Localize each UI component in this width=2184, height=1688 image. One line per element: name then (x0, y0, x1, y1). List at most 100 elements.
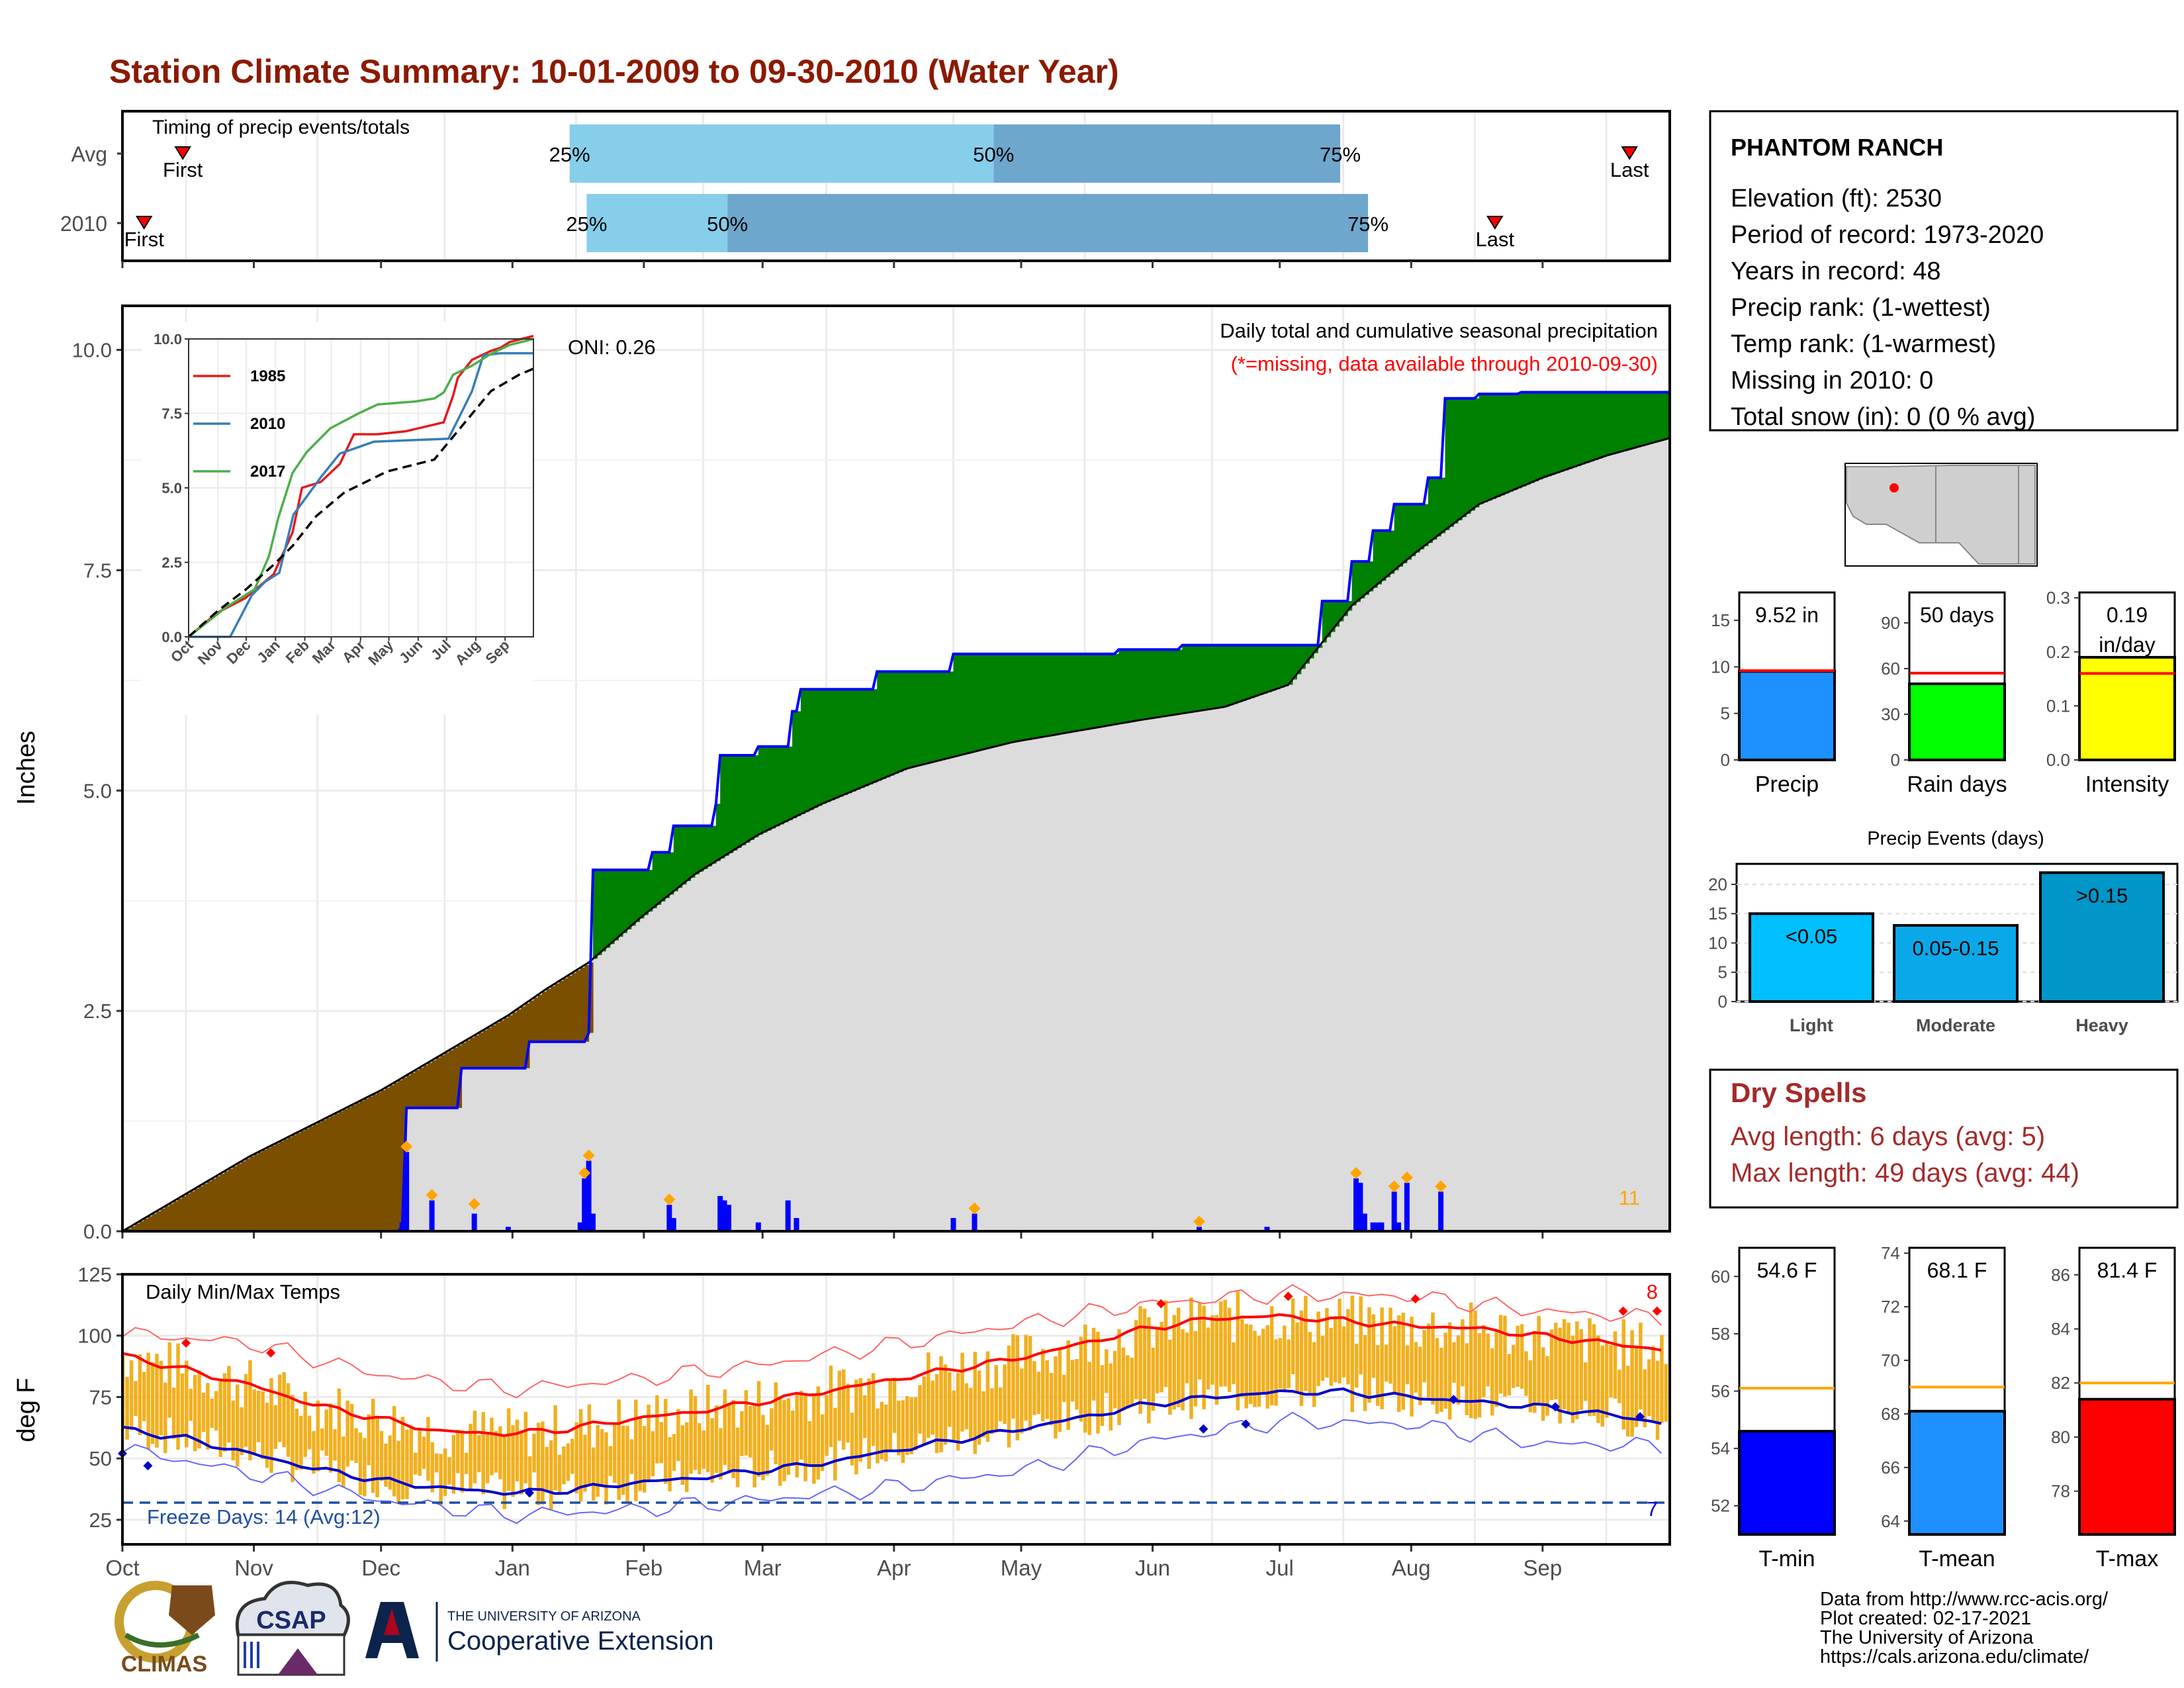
dry-spells-box: Dry Spells Avg length: 6 days (avg: 5) M… (1709, 1068, 2179, 1209)
daily-precip-bar (717, 1196, 723, 1231)
daily-temp-range-bar (125, 1377, 129, 1440)
daily-temp-range-bar (905, 1396, 909, 1455)
daily-temp-range-bar (1325, 1308, 1329, 1378)
temp-content (118, 1284, 1670, 1524)
daily-temp-range-bar (206, 1383, 210, 1450)
daily-temp-range-bar (604, 1432, 608, 1505)
daily-temp-range-bar (1062, 1374, 1066, 1402)
timing-p50-label: 50% (707, 212, 748, 236)
daily-temp-range-bar (1388, 1307, 1392, 1384)
timing-first-label: First (163, 158, 203, 181)
daily-temp-range-bar (159, 1360, 163, 1436)
timing-bar-50-75 (727, 194, 1369, 252)
precip-corner-count: 11 (1619, 1186, 1640, 1209)
daily-temp-range-bar (210, 1398, 214, 1429)
daily-temp-range-bar (1456, 1335, 1461, 1405)
daily-temp-range-bar (731, 1399, 735, 1479)
daily-temp-range-bar (841, 1369, 846, 1450)
summary-y-tick-label: 68 (1881, 1404, 1900, 1424)
summary-value-label: 50 days (1920, 603, 1994, 627)
events-bar (2039, 871, 2165, 1004)
daily-temp-range-bar (282, 1372, 286, 1448)
daily-temp-range-bar (1070, 1360, 1075, 1402)
daily-temp-range-bar (418, 1429, 422, 1476)
daily-temp-range-bar (1621, 1319, 1626, 1430)
daily-temp-range-bar (1232, 1342, 1236, 1385)
daily-temp-range-bar (871, 1373, 876, 1446)
month-label: Nov (234, 1556, 273, 1580)
daily-temp-range-bar (990, 1388, 994, 1434)
daily-temp-range-bar (719, 1428, 723, 1479)
daily-temp-range-bar (1155, 1327, 1160, 1393)
daily-temp-range-bar (1269, 1306, 1274, 1406)
daily-temp-range-bar (1121, 1347, 1126, 1411)
daily-temp-range-bar (689, 1389, 693, 1474)
summary-value-label: 81.4 F (2097, 1258, 2158, 1282)
daily-temp-range-bar (1588, 1318, 1592, 1417)
daily-temp-range-bar (515, 1419, 520, 1481)
summary-value-bar (1908, 1409, 2006, 1536)
daily-temp-range-bar (791, 1410, 795, 1466)
daily-temp-range-bar (1185, 1333, 1189, 1383)
summary-y-tick-label: 10 (1711, 657, 1730, 677)
daily-temp-range-bar (952, 1390, 956, 1441)
daily-temp-range-bar (464, 1452, 469, 1474)
daily-temp-range-bar (1151, 1347, 1156, 1411)
summary-y-tick-label: 0 (1891, 750, 1900, 770)
month-label: Sep (1523, 1556, 1562, 1580)
daily-temp-range-bar (765, 1425, 770, 1476)
daily-temp-range-bar (960, 1352, 964, 1432)
daily-temp-range-bar (596, 1425, 600, 1497)
record-low-line (122, 1411, 1662, 1524)
daily-temp-range-bar (1202, 1305, 1206, 1410)
daily-temp-range-bar (1461, 1319, 1465, 1387)
daily-precip-marker (1349, 1167, 1362, 1180)
daily-temp-range-bar (807, 1421, 812, 1466)
summary-value-bar (1738, 1430, 1836, 1536)
daily-temp-range-bar (710, 1418, 714, 1483)
daily-temp-range-bar (829, 1366, 833, 1448)
month-label: Jan (495, 1556, 530, 1580)
daily-temp-range-bar (939, 1356, 943, 1452)
daily-temp-range-bar (1257, 1335, 1261, 1407)
daily-temp-range-bar (651, 1431, 655, 1477)
daily-temp-range-bar (876, 1408, 880, 1464)
record-high-marker (1652, 1306, 1662, 1316)
inset-series-line (187, 334, 534, 638)
credit-line-0: Data from http://www.rcc-acis.org/ (1820, 1589, 2109, 1610)
daily-temp-range-bar (1350, 1295, 1355, 1413)
daily-temp-range-bar (439, 1454, 443, 1505)
daily-temp-range-bar (782, 1399, 786, 1481)
daily-precip-bar (785, 1200, 791, 1231)
daily-temp-range-bar (1147, 1317, 1151, 1424)
daily-temp-range-bar (1126, 1355, 1130, 1409)
daily-temp-range-bar (880, 1401, 884, 1460)
daily-precip-bar (1370, 1222, 1376, 1231)
daily-temp-range-bar (1019, 1368, 1024, 1434)
daily-temp-range-bar (740, 1411, 744, 1456)
daily-temp-range-bar (799, 1390, 803, 1460)
daily-temp-range-bar (413, 1452, 418, 1475)
timing-bar-50-75 (993, 124, 1341, 183)
daily-temp-range-bar (625, 1425, 629, 1502)
daily-temp-range-bar (494, 1430, 498, 1473)
daily-temp-range-bar (1541, 1347, 1545, 1421)
events-y-tick-label: 15 (1708, 904, 1727, 923)
daily-temp-range-bar (481, 1412, 485, 1495)
daily-temp-range-bar (388, 1435, 392, 1490)
daily-temp-range-bar (1049, 1373, 1054, 1426)
daily-temp-range-bar (1431, 1312, 1435, 1405)
daily-temp-range-bar (426, 1417, 430, 1481)
events-bar-label: <0.05 (1786, 925, 1837, 948)
daily-temp-range-bar (1655, 1360, 1660, 1440)
daily-precip-bar (586, 1160, 592, 1231)
daily-temp-range-bar (1443, 1333, 1448, 1409)
timing-last-marker (1486, 216, 1504, 230)
record-low-marker (1635, 1412, 1645, 1422)
daily-temp-range-bar (1570, 1335, 1575, 1423)
timing-last-label: Last (1476, 228, 1515, 251)
daily-temp-range-bar (1486, 1333, 1490, 1387)
month-label: Oct (105, 1556, 139, 1580)
summary-y-tick-label: 0.3 (2046, 588, 2070, 608)
